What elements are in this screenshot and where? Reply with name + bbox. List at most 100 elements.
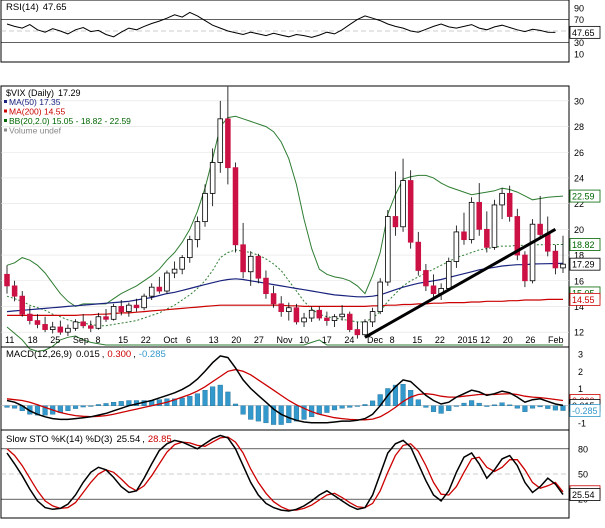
macd-histogram-bar: [529, 405, 536, 409]
macd-histogram-bar: [370, 400, 376, 406]
macd-histogram-bar: [347, 405, 353, 408]
candle-body: [103, 316, 109, 320]
candle-body: [27, 313, 33, 321]
macd-histogram-bar: [179, 397, 185, 406]
macd-histogram-bar: [118, 401, 124, 406]
candle-body: [72, 321, 79, 329]
macd-line: [6, 355, 564, 424]
price-title: $VIX (Daily) 17.29: [6, 88, 81, 98]
trendline: [364, 228, 557, 339]
legend-swatch: [4, 100, 7, 103]
stochastic-d-line: [6, 436, 564, 511]
macd-histogram-bar: [453, 405, 459, 407]
candle-body: [445, 261, 452, 289]
x-tick-label: 27: [254, 335, 264, 345]
macd-histogram-bar: [514, 405, 520, 409]
candle-body: [232, 167, 239, 246]
macd-histogram-bar: [103, 403, 109, 406]
macd-histogram-bar: [499, 402, 505, 406]
candle-body: [560, 263, 566, 269]
candle-body: [423, 270, 429, 287]
macd-histogram-bar: [469, 400, 475, 406]
macd-histogram-bar: [232, 403, 239, 406]
macd-value-label: -0.285: [572, 406, 598, 416]
price-tick-label: 14: [574, 302, 584, 312]
stochastic-value-label: 25.54: [572, 490, 595, 500]
x-tick-label: 8: [96, 335, 101, 345]
ma50-line: [6, 262, 564, 313]
bollinger-lower-line: [6, 326, 563, 352]
x-tick-label: 15: [412, 335, 422, 345]
x-tick-label: Sep: [73, 335, 89, 345]
macd-histogram-bar: [80, 405, 86, 408]
candle-body: [491, 204, 498, 248]
candle-body: [430, 285, 437, 295]
candle-body: [148, 286, 155, 297]
macd-tick-label: 3: [578, 350, 583, 360]
macd-histogram-bar: [248, 405, 254, 420]
x-tick-label: 2015: [458, 335, 478, 345]
macd-histogram-bar: [476, 402, 482, 406]
candle-body: [126, 304, 132, 312]
macd-tick-label: 2: [578, 367, 583, 377]
candle-body: [179, 257, 185, 270]
rsi-value-label-box: [569, 25, 601, 39]
price-value-label: 17.29: [572, 260, 595, 270]
macd-histogram-bar: [385, 388, 391, 406]
x-tick-label: 6: [186, 335, 191, 345]
price-value-label-box: [569, 238, 601, 251]
rsi-label: RSI(14) 47.65: [6, 2, 67, 13]
rsi-tick-label: 10: [574, 50, 584, 60]
macd-histogram-bar: [339, 405, 345, 409]
x-tick-label: 24: [344, 335, 354, 345]
x-tick-label: 26: [525, 335, 535, 345]
candle-body: [110, 306, 117, 320]
macd-histogram-bar: [438, 405, 444, 414]
x-tick-label: 17: [322, 335, 332, 345]
macd-histogram-bar: [42, 405, 48, 416]
macd-label: MACD(12,26,9) 0.015, 0.300, -0.285: [6, 349, 166, 360]
candle-body: [11, 285, 18, 297]
candle-body: [316, 309, 323, 319]
price-tick-label: 26: [574, 148, 584, 158]
candle-body: [354, 329, 361, 336]
macd-histogram-bar: [217, 384, 223, 406]
macd-histogram-bar: [545, 405, 551, 409]
price-tick-label: 12: [574, 328, 584, 338]
macd-histogram-bar: [225, 391, 231, 406]
rsi-tick-label: 70: [574, 15, 584, 25]
stochastic-tick-label: 80: [578, 444, 588, 454]
macd-histogram-bar: [507, 404, 513, 406]
x-tick-label: 18: [28, 335, 38, 345]
x-tick-label: 22: [435, 335, 445, 345]
price-value-label: 14.55: [572, 295, 595, 305]
x-tick-label: Oct: [163, 335, 178, 345]
macd-panel: MACD(12,26,9)0.015,0.300,-0.285 3210-1 0…: [0, 346, 601, 431]
stochastic-k-line: [6, 434, 564, 512]
candle-body: [57, 326, 64, 333]
macd-value-label-box: [569, 404, 601, 417]
macd-tick-label: -1: [578, 418, 586, 428]
candle-body: [4, 273, 10, 287]
legend-label: Volume undef: [9, 126, 62, 136]
candle-body: [263, 277, 269, 294]
macd-histogram-bar: [392, 384, 398, 406]
x-tick-label: 25: [50, 335, 60, 345]
macd-histogram-bar: [552, 405, 558, 411]
macd-histogram-bar: [172, 398, 178, 406]
price-tick-label: 18: [574, 251, 584, 261]
price-tick-label: 22: [574, 199, 584, 209]
macd-histogram-bar: [263, 405, 269, 424]
macd-tick-label: 1: [578, 384, 583, 394]
candle-body: [225, 118, 231, 169]
candle-body: [407, 180, 414, 243]
macd-histogram-bar: [72, 405, 79, 409]
macd-histogram-bar: [324, 405, 330, 413]
ma200-line: [7, 298, 563, 316]
macd-signal-line: [6, 368, 564, 421]
macd-histogram-bar: [560, 405, 566, 411]
candle-body: [514, 216, 521, 256]
